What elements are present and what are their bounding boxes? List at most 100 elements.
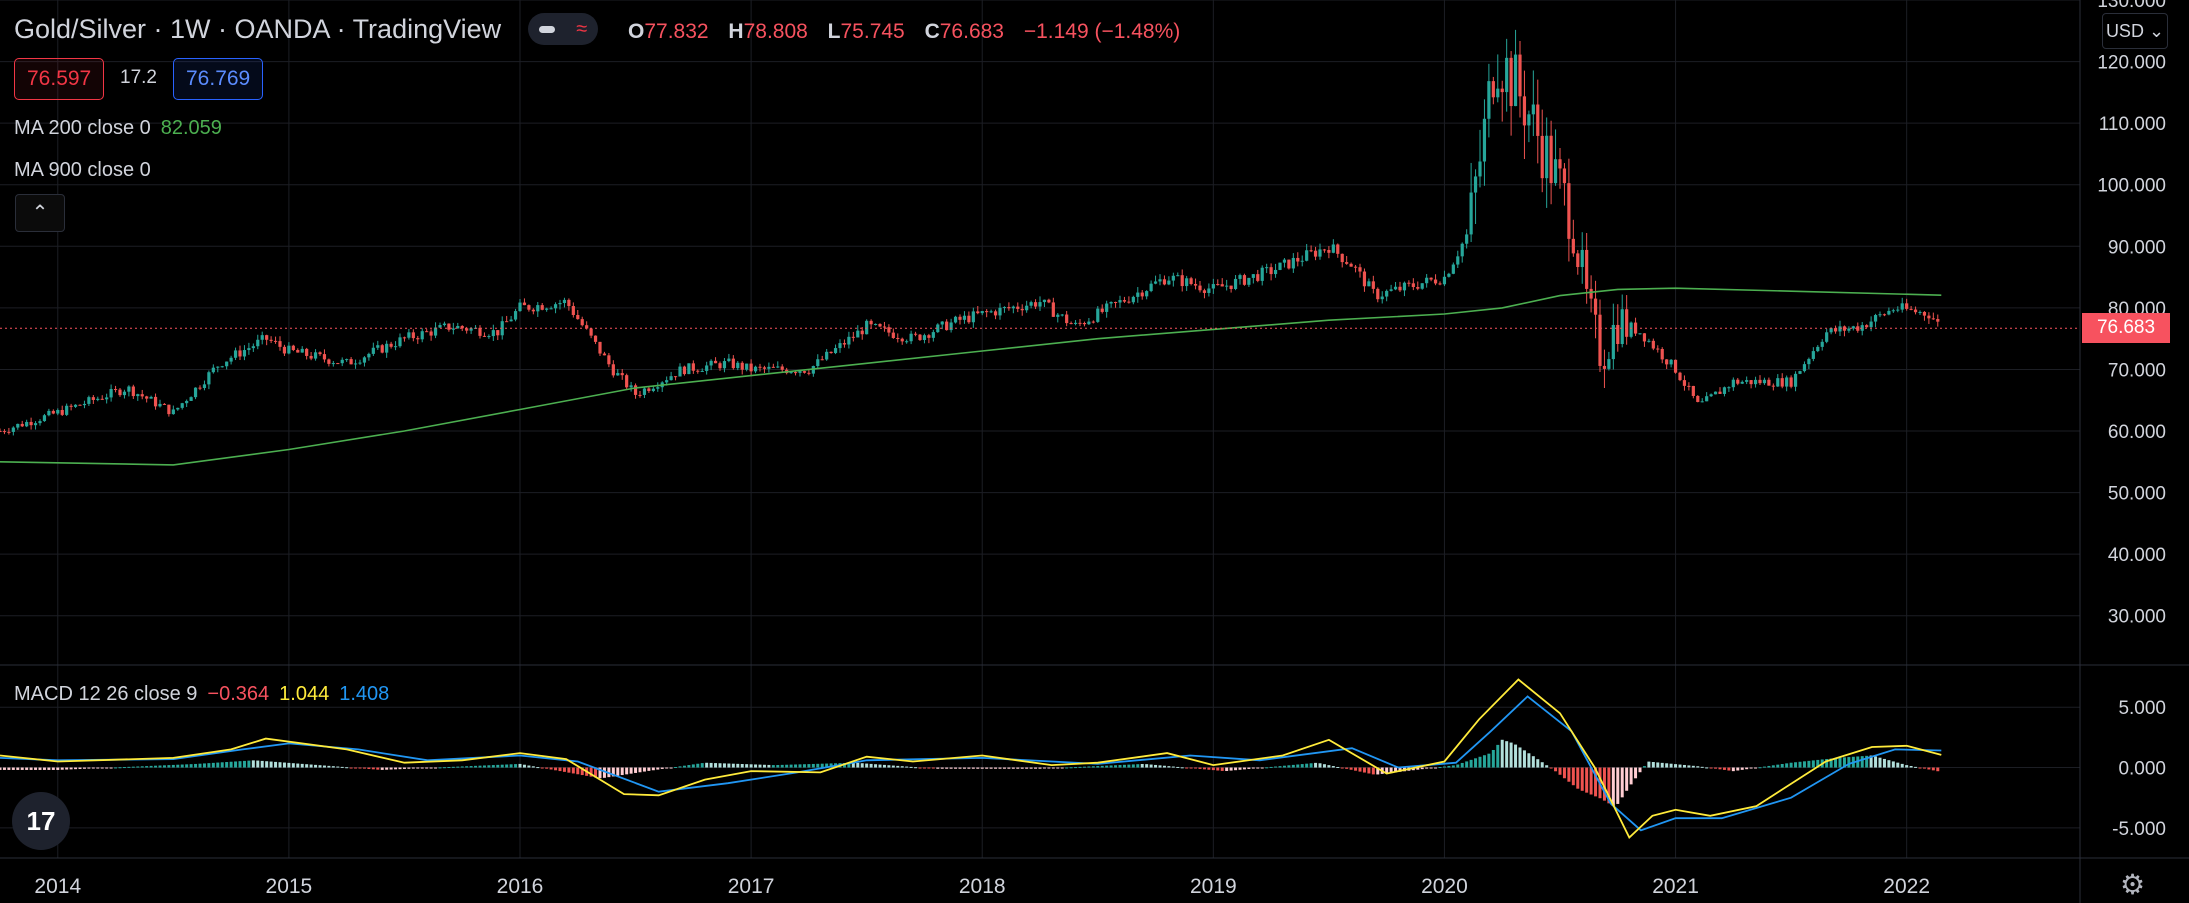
candle-body [1353,266,1358,268]
candle-body [1913,309,1918,313]
macd-histogram-bar [887,765,891,768]
macd-legend[interactable]: MACD 12 26 close 9 −0.364 1.044 1.408 [14,683,389,706]
macd-signal-value: 1.408 [339,683,390,705]
candle-body [1313,250,1318,257]
candle-body [1896,309,1900,311]
candle-body [549,308,553,310]
macd-histogram-bar [1607,767,1611,804]
macd-histogram-bar [958,767,962,769]
macd-histogram-bar [1687,765,1691,768]
macd-histogram-bar [1816,759,1820,768]
macd-histogram-bar [1785,763,1789,768]
macd-histogram-bar [1265,767,1269,769]
candle-body [567,299,571,307]
candle-body [78,404,82,406]
ma200-legend[interactable]: MA 200 close 0 82.059 [14,117,222,140]
macd-histogram-bar [87,767,91,769]
macd-histogram-bar [1794,762,1798,768]
candle-body [700,370,704,372]
candle-body [1705,396,1709,402]
candle-body [273,340,278,342]
candle-body [576,314,580,320]
candle-body [993,311,998,316]
macd-histogram-bar [1474,758,1478,768]
candle-body [869,320,873,325]
candle-body [1745,380,1749,382]
macd-histogram-bar [1162,765,1166,768]
macd-histogram-bar [794,764,798,768]
macd-line-value: 1.044 [279,683,330,705]
macd-histogram-bar [1811,760,1815,768]
macd-histogram-bar [500,764,504,768]
candle-body [438,325,442,328]
candle-body [1909,308,1913,310]
macd-histogram-bar [1731,767,1735,772]
macd-histogram-bar [758,764,762,768]
candle-body [985,311,989,313]
macd-histogram-bar [331,766,335,768]
candle-body [60,410,64,415]
candle-body [1327,249,1331,253]
candle-body [398,337,402,347]
candle-body [536,305,540,312]
sell-button[interactable]: 76.597 [14,58,105,100]
candle-body [1553,159,1558,184]
collapse-legend-button[interactable]: ⌃ [15,194,65,232]
candle-body [1842,326,1847,331]
candle-body [1585,249,1589,289]
candle-body [1425,277,1429,284]
macd-histogram-bar [1047,767,1051,769]
price-tick-label: 110.000 [2099,114,2166,135]
macd-histogram-bar [1918,767,1922,769]
macd-histogram-bar [562,767,566,772]
macd-histogram-bar [1611,767,1615,807]
macd-histogram-bar [402,767,406,769]
macd-histogram-bar [1776,764,1780,768]
candle-body [411,332,415,339]
candle-body [580,319,584,326]
macd-histogram-bar [625,767,629,775]
candle-body [1620,309,1624,345]
ohlc-change: −1.149 (−1.48%) [1023,20,1181,43]
macd-histogram-bar [20,767,24,770]
candle-body [47,410,51,416]
macd-histogram-bar [616,767,620,776]
macd-histogram-bar [629,767,633,774]
candle-body [1149,283,1153,292]
candle-body [873,323,878,325]
macd-histogram-bar [74,767,78,770]
macd-histogram-bar [1554,767,1558,772]
chart-style-toggle[interactable]: ≈ [528,13,598,45]
macd-histogram-bar [1571,767,1575,786]
macd-histogram-bar [1211,767,1215,771]
gear-icon[interactable]: ⚙ [2120,869,2146,900]
macd-histogram-bar [194,763,198,768]
macd-histogram-bar [1060,767,1064,769]
ma200-line [0,287,1942,466]
candle-body [336,363,340,365]
macd-histogram-bar [38,767,42,770]
macd-histogram-bar [1758,767,1762,769]
candle-body [1002,307,1007,309]
macd-histogram-bar [660,767,664,769]
candle-body [376,345,380,348]
macd-histogram-bar [1669,763,1673,768]
candle-body [482,335,487,337]
macd-histogram-bar [634,767,638,773]
candle-body [1367,281,1371,287]
candle-body [1287,259,1291,269]
candle-body [1922,311,1927,316]
candle-body [1722,387,1727,394]
candle-body [185,400,189,404]
candle-body [678,366,682,377]
macd-histogram-bar [1496,744,1500,768]
buy-button[interactable]: 76.769 [173,58,264,100]
macd-histogram-bar [856,762,860,768]
tradingview-logo[interactable]: 17 [12,792,70,850]
ma900-legend[interactable]: MA 900 close 0 [14,159,151,182]
macd-histogram-bar [927,767,931,769]
candle-body [847,336,851,345]
currency-button[interactable]: USD ⌄ [2102,13,2168,49]
macd-histogram-bar [647,767,651,771]
